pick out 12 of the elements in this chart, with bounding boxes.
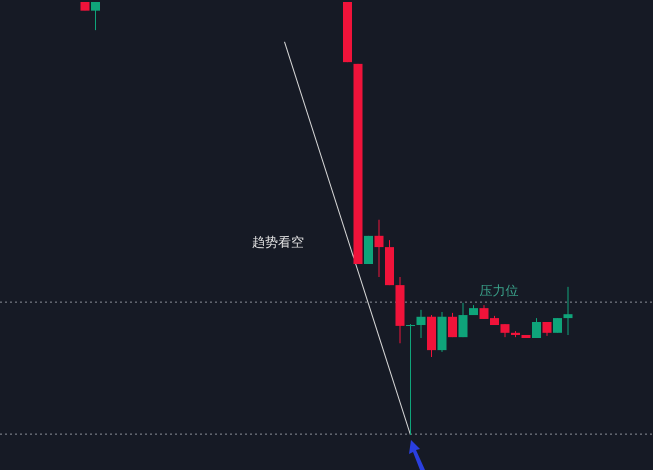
candlestick	[553, 318, 562, 334]
ref-line-label: 压力位	[480, 284, 519, 299]
candlestick	[542, 321, 552, 336]
candlestick	[448, 312, 457, 338]
candlestick	[91, 2, 100, 31]
annotation: 趋势看空	[252, 235, 304, 250]
candlestick	[416, 309, 426, 339]
candlestick	[374, 219, 384, 278]
candlestick	[458, 302, 468, 338]
candlestick	[532, 318, 541, 339]
candlestick	[406, 324, 415, 436]
candlestick	[564, 286, 572, 336]
